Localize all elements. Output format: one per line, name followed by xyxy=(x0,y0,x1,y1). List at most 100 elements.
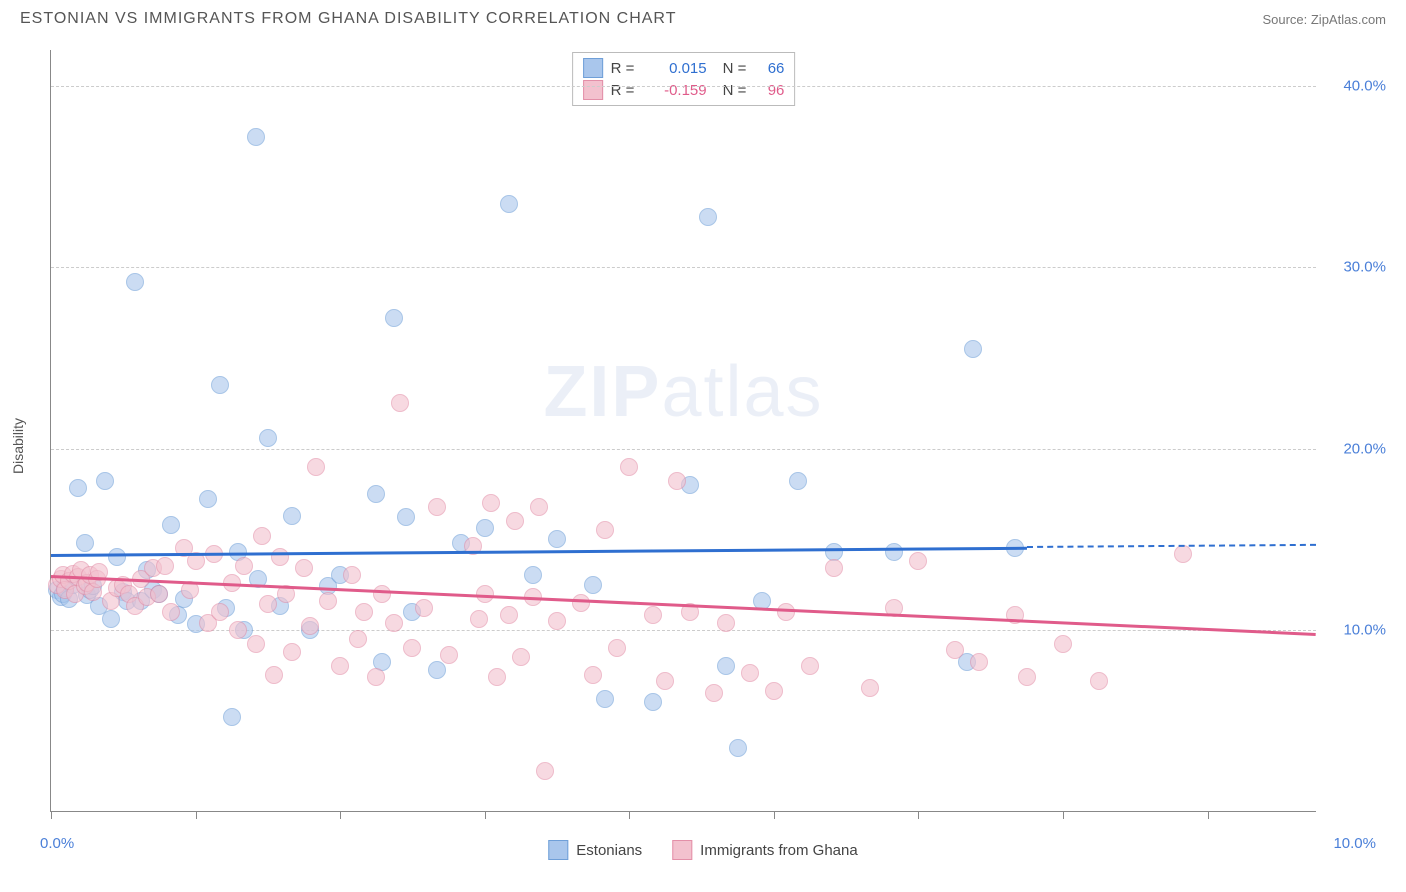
data-point xyxy=(385,309,403,327)
data-point xyxy=(964,340,982,358)
n-label: N = xyxy=(723,82,747,99)
data-point xyxy=(76,534,94,552)
data-point xyxy=(970,653,988,671)
data-point xyxy=(584,576,602,594)
n-value-ghana: 96 xyxy=(754,82,784,99)
gridline xyxy=(51,267,1316,268)
data-point xyxy=(1090,672,1108,690)
r-value-ghana: -0.159 xyxy=(651,82,707,99)
data-point xyxy=(596,521,614,539)
data-point xyxy=(699,208,717,226)
watermark-bold: ZIP xyxy=(543,352,661,432)
swatch-estonians-bottom xyxy=(548,840,568,860)
data-point xyxy=(96,472,114,490)
data-point xyxy=(476,585,494,603)
gridline xyxy=(51,86,1316,87)
x-tick xyxy=(1208,811,1209,819)
data-point xyxy=(199,490,217,508)
data-point xyxy=(656,672,674,690)
trendline-dashed xyxy=(1027,544,1316,548)
data-point xyxy=(946,641,964,659)
y-tick-label: 30.0% xyxy=(1343,259,1386,276)
data-point xyxy=(584,666,602,684)
data-point xyxy=(283,643,301,661)
data-point xyxy=(668,472,686,490)
data-point xyxy=(156,557,174,575)
data-point xyxy=(524,566,542,584)
y-tick-label: 40.0% xyxy=(1343,78,1386,95)
legend-label-ghana: Immigrants from Ghana xyxy=(700,842,858,859)
swatch-estonians xyxy=(583,58,603,78)
data-point xyxy=(530,498,548,516)
data-point xyxy=(162,603,180,621)
data-point xyxy=(391,394,409,412)
data-point xyxy=(259,429,277,447)
data-point xyxy=(385,614,403,632)
swatch-ghana-bottom xyxy=(672,840,692,860)
data-point xyxy=(108,548,126,566)
gridline xyxy=(51,449,1316,450)
x-tick xyxy=(485,811,486,819)
data-point xyxy=(506,512,524,530)
data-point xyxy=(825,543,843,561)
n-label: N = xyxy=(723,60,747,77)
data-point xyxy=(885,543,903,561)
data-point xyxy=(548,530,566,548)
legend-item-estonians: Estonians xyxy=(548,840,642,860)
data-point xyxy=(397,508,415,526)
data-point xyxy=(259,595,277,613)
data-point xyxy=(644,606,662,624)
data-point xyxy=(861,679,879,697)
data-point xyxy=(440,646,458,664)
r-label: R = xyxy=(611,60,643,77)
data-point xyxy=(705,684,723,702)
data-point xyxy=(211,603,229,621)
data-point xyxy=(69,479,87,497)
x-right-label: 10.0% xyxy=(1333,835,1376,852)
legend-row-estonians: R = 0.015 N = 66 xyxy=(583,57,785,79)
data-point xyxy=(126,273,144,291)
data-point xyxy=(717,657,735,675)
data-point xyxy=(620,458,638,476)
x-tick xyxy=(196,811,197,819)
data-point xyxy=(295,559,313,577)
chart-plot-area: ZIPatlas R = 0.015 N = 66 R = -0.159 N =… xyxy=(50,50,1316,812)
data-point xyxy=(253,527,271,545)
x-tick xyxy=(629,811,630,819)
data-point xyxy=(1174,545,1192,563)
y-tick-label: 10.0% xyxy=(1343,621,1386,638)
data-point xyxy=(789,472,807,490)
data-point xyxy=(211,376,229,394)
data-point xyxy=(271,548,289,566)
x-tick xyxy=(918,811,919,819)
data-point xyxy=(488,668,506,686)
data-point xyxy=(482,494,500,512)
data-point xyxy=(319,592,337,610)
watermark: ZIPatlas xyxy=(543,351,823,433)
data-point xyxy=(596,690,614,708)
data-point xyxy=(373,585,391,603)
data-point xyxy=(355,603,373,621)
data-point xyxy=(717,614,735,632)
data-point xyxy=(512,648,530,666)
data-point xyxy=(741,664,759,682)
data-point xyxy=(150,585,168,603)
y-axis-label: Disability xyxy=(10,418,26,474)
n-value-estonians: 66 xyxy=(754,60,784,77)
data-point xyxy=(229,621,247,639)
data-point xyxy=(765,682,783,700)
data-point xyxy=(415,599,433,617)
data-point xyxy=(1018,668,1036,686)
swatch-ghana xyxy=(583,80,603,100)
data-point xyxy=(283,507,301,525)
data-point xyxy=(729,739,747,757)
data-point xyxy=(307,458,325,476)
data-point xyxy=(428,498,446,516)
y-tick-label: 20.0% xyxy=(1343,440,1386,457)
legend-item-ghana: Immigrants from Ghana xyxy=(672,840,858,860)
data-point xyxy=(265,666,283,684)
header: ESTONIAN VS IMMIGRANTS FROM GHANA DISABI… xyxy=(0,0,1406,33)
data-point xyxy=(608,639,626,657)
data-point xyxy=(301,617,319,635)
x-tick xyxy=(774,811,775,819)
